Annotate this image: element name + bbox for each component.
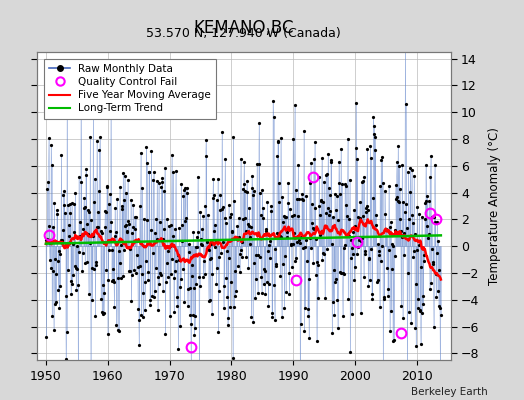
Legend: Raw Monthly Data, Quality Control Fail, Five Year Moving Average, Long-Term Tren: Raw Monthly Data, Quality Control Fail, … bbox=[44, 59, 216, 118]
Y-axis label: Temperature Anomaly (°C): Temperature Anomaly (°C) bbox=[488, 127, 501, 285]
Text: Berkeley Earth: Berkeley Earth bbox=[411, 387, 487, 397]
Text: 53.570 N, 127.940 W (Canada): 53.570 N, 127.940 W (Canada) bbox=[146, 27, 341, 40]
Title: KEMANO,BC: KEMANO,BC bbox=[193, 18, 294, 36]
